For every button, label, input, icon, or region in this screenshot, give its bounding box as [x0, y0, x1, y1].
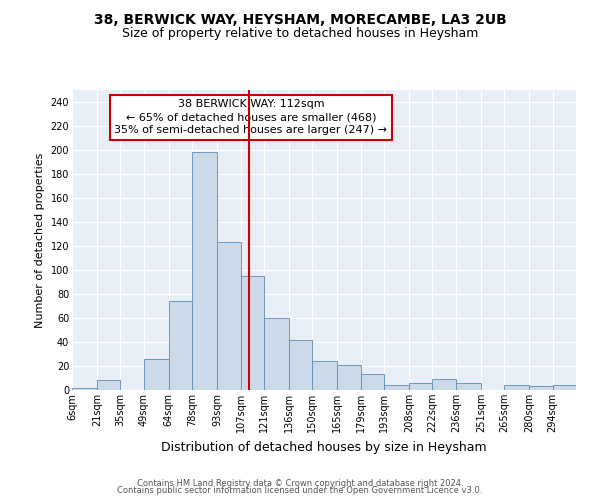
Bar [504, 385, 529, 390]
Bar [264, 318, 289, 390]
Bar [433, 379, 456, 390]
Bar [289, 340, 313, 390]
Text: 38 BERWICK WAY: 112sqm
← 65% of detached houses are smaller (468)
35% of semi-de: 38 BERWICK WAY: 112sqm ← 65% of detached… [115, 99, 388, 136]
Text: 38, BERWICK WAY, HEYSHAM, MORECAMBE, LA3 2UB: 38, BERWICK WAY, HEYSHAM, MORECAMBE, LA3… [94, 12, 506, 26]
Bar [553, 385, 576, 390]
Bar [361, 374, 384, 390]
Text: Contains HM Land Registry data © Crown copyright and database right 2024.: Contains HM Land Registry data © Crown c… [137, 478, 463, 488]
Bar [313, 361, 337, 390]
Bar [241, 276, 264, 390]
Bar [97, 380, 121, 390]
Bar [529, 386, 553, 390]
Bar [192, 152, 217, 390]
Bar [72, 388, 97, 390]
Y-axis label: Number of detached properties: Number of detached properties [35, 152, 45, 328]
Text: Size of property relative to detached houses in Heysham: Size of property relative to detached ho… [122, 28, 478, 40]
X-axis label: Distribution of detached houses by size in Heysham: Distribution of detached houses by size … [161, 440, 487, 454]
Text: Contains public sector information licensed under the Open Government Licence v3: Contains public sector information licen… [118, 486, 482, 495]
Bar [337, 365, 361, 390]
Bar [409, 383, 433, 390]
Bar [456, 383, 481, 390]
Bar [169, 301, 192, 390]
Bar [384, 385, 409, 390]
Bar [144, 359, 169, 390]
Bar [217, 242, 241, 390]
